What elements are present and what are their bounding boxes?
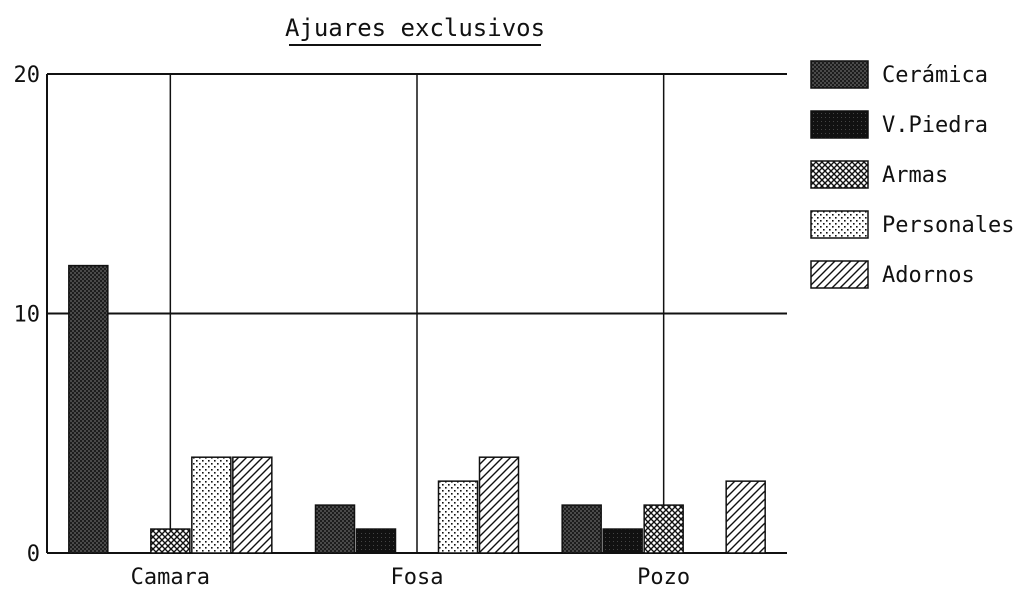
x-axis-categories: Camara Fosa Pozo [131,565,691,590]
y-tick-label: 10 [14,303,41,328]
x-category-label: Pozo [637,565,690,590]
chart-title: Ajuares exclusivos [285,14,545,42]
y-tick-label: 20 [14,63,41,88]
bar [191,456,232,554]
bar [478,456,520,554]
legend-label: Personales [882,213,1014,238]
bar [561,504,602,554]
bar [355,528,397,554]
bar [643,504,684,554]
legend-label: V.Piedra [882,113,988,138]
bar [314,504,356,554]
y-axis-ticks: 0 10 20 [14,63,41,567]
bar [437,480,479,554]
x-category-label: Fosa [391,565,444,590]
x-category-label: Camara [131,565,210,590]
legend-label: Cerámica [882,63,988,88]
legend-label: Armas [882,163,948,188]
bar [602,528,643,554]
legend-label: Adornos [882,263,975,288]
bars [68,264,766,554]
y-tick-label: 0 [27,542,40,567]
legend-swatch [810,260,869,289]
bar [150,528,191,554]
legend-swatch [810,160,869,189]
legend-swatch [810,110,869,139]
legend-swatch [810,210,869,239]
grid-lines [47,73,787,553]
bar [68,264,109,554]
bar [725,480,766,554]
bar [232,456,273,554]
legend: Cerámica V.Piedra Armas Personales Adornos [810,60,1014,289]
legend-swatch [810,60,869,89]
